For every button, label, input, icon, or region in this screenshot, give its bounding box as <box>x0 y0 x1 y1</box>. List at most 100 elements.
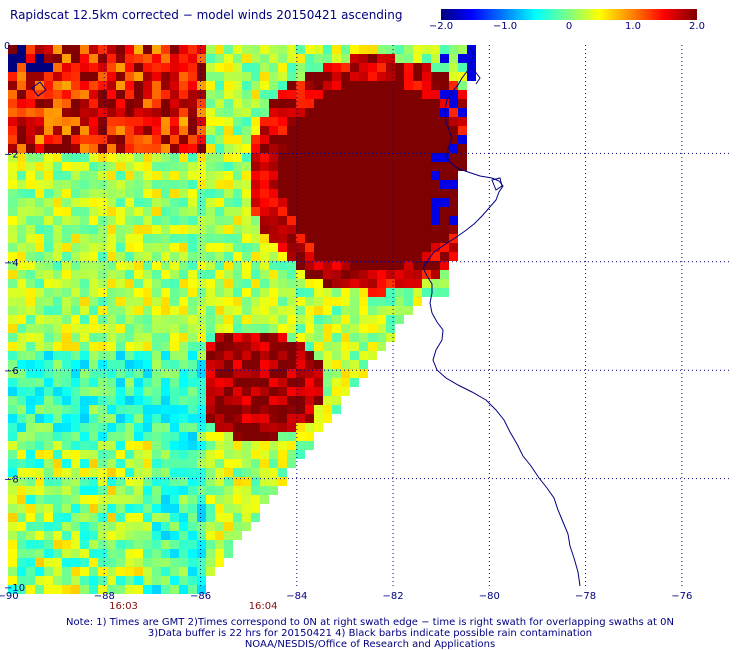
wind-cell <box>287 54 296 63</box>
wind-cell <box>224 477 233 486</box>
longitude-tick-label: −88 <box>94 591 115 602</box>
wind-cell <box>395 171 404 180</box>
wind-cell <box>296 441 305 450</box>
wind-cell <box>44 468 53 477</box>
wind-cell <box>350 342 359 351</box>
wind-cell <box>323 414 332 423</box>
wind-cell <box>98 468 107 477</box>
wind-cell <box>80 585 89 594</box>
wind-cell <box>224 387 233 396</box>
wind-cell <box>62 459 71 468</box>
wind-cell <box>62 504 71 513</box>
wind-cell <box>44 432 53 441</box>
wind-cell <box>143 153 152 162</box>
wind-cell <box>368 351 377 360</box>
wind-cell <box>323 180 332 189</box>
wind-cell <box>35 333 44 342</box>
wind-cell <box>314 243 323 252</box>
wind-cell <box>80 180 89 189</box>
wind-cell <box>323 171 332 180</box>
wind-cell <box>179 414 188 423</box>
wind-cell <box>26 360 35 369</box>
wind-cell <box>206 108 215 117</box>
wind-cell <box>449 126 458 135</box>
wind-cell <box>197 297 206 306</box>
wind-cell <box>296 171 305 180</box>
wind-cell <box>8 198 17 207</box>
wind-cell <box>80 342 89 351</box>
wind-cell <box>26 585 35 594</box>
wind-cell <box>224 126 233 135</box>
wind-cell <box>44 405 53 414</box>
wind-cell <box>143 405 152 414</box>
wind-cell <box>197 315 206 324</box>
wind-cell <box>377 225 386 234</box>
wind-cell <box>143 567 152 576</box>
wind-cell <box>413 234 422 243</box>
wind-cell <box>413 270 422 279</box>
wind-cell <box>404 117 413 126</box>
wind-cell <box>224 45 233 54</box>
wind-cell <box>458 72 467 81</box>
wind-cell <box>305 288 314 297</box>
wind-cell <box>314 405 323 414</box>
wind-cell <box>242 45 251 54</box>
wind-cell <box>341 216 350 225</box>
wind-cell <box>341 162 350 171</box>
wind-cell <box>323 90 332 99</box>
wind-cell <box>233 54 242 63</box>
wind-cell <box>296 450 305 459</box>
wind-cell <box>449 108 458 117</box>
wind-cell <box>17 351 26 360</box>
wind-cell <box>44 450 53 459</box>
wind-cell <box>197 468 206 477</box>
wind-cell <box>161 288 170 297</box>
wind-cell <box>80 468 89 477</box>
wind-cell <box>440 270 449 279</box>
wind-cell <box>62 369 71 378</box>
wind-cell <box>35 495 44 504</box>
wind-cell <box>26 117 35 126</box>
colorbar-label-pos1: 1.0 <box>625 21 641 32</box>
wind-cell <box>377 333 386 342</box>
wind-cell <box>44 108 53 117</box>
wind-cell <box>323 306 332 315</box>
wind-cell <box>314 153 323 162</box>
wind-cell <box>17 324 26 333</box>
wind-cell <box>215 531 224 540</box>
wind-cell <box>26 216 35 225</box>
wind-cell <box>107 405 116 414</box>
wind-cell <box>422 144 431 153</box>
wind-cell <box>368 279 377 288</box>
wind-cell <box>242 360 251 369</box>
wind-cell <box>71 306 80 315</box>
wind-cell <box>125 171 134 180</box>
wind-cell <box>206 324 215 333</box>
wind-cell <box>269 144 278 153</box>
wind-cell <box>98 144 107 153</box>
wind-cell <box>359 342 368 351</box>
wind-cell <box>143 441 152 450</box>
wind-cell <box>215 189 224 198</box>
wind-cell <box>287 108 296 117</box>
wind-cell <box>197 90 206 99</box>
wind-cell <box>98 459 107 468</box>
wind-cell <box>116 378 125 387</box>
wind-cell <box>89 216 98 225</box>
wind-cell <box>62 513 71 522</box>
wind-cell <box>62 585 71 594</box>
wind-cell <box>116 459 125 468</box>
wind-cell <box>260 495 269 504</box>
wind-cell <box>170 396 179 405</box>
wind-cell <box>107 432 116 441</box>
wind-cell <box>17 144 26 153</box>
wind-cell <box>134 387 143 396</box>
wind-cell <box>116 90 125 99</box>
wind-cell <box>125 315 134 324</box>
wind-cell <box>233 396 242 405</box>
wind-cell <box>89 72 98 81</box>
wind-cell <box>53 549 62 558</box>
wind-cell <box>449 243 458 252</box>
wind-cell <box>242 450 251 459</box>
wind-cell <box>215 90 224 99</box>
